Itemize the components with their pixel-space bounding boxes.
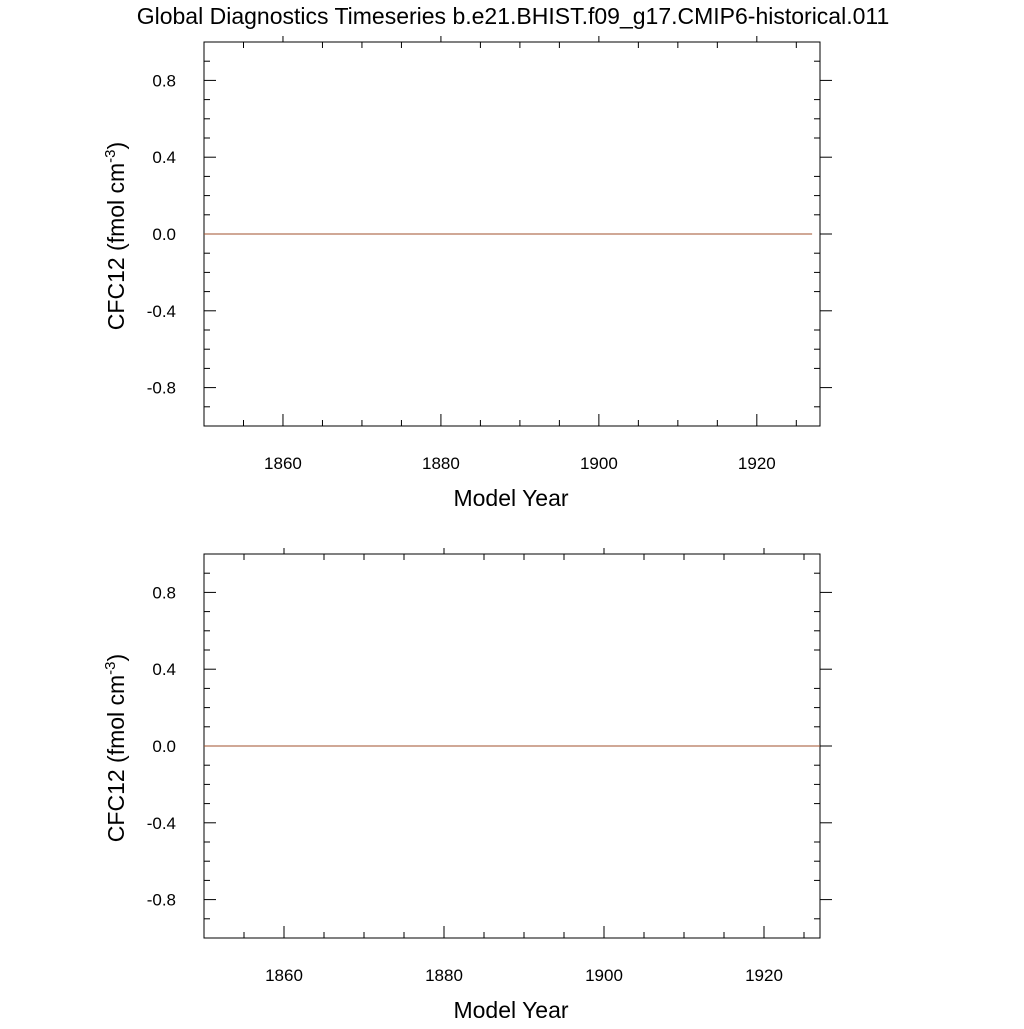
x-tick-label: 1860 <box>265 966 303 985</box>
x-tick-label: 1860 <box>264 454 302 473</box>
y-tick-label: -0.8 <box>147 891 176 910</box>
x-axis-label: Model Year <box>453 997 568 1023</box>
chart-title: Global Diagnostics Timeseries b.e21.BHIS… <box>137 3 890 29</box>
x-axis-label: Model Year <box>453 485 568 511</box>
x-tick-label: 1920 <box>738 454 776 473</box>
y-tick-label: -0.4 <box>147 302 176 321</box>
x-tick-label: 1920 <box>745 966 783 985</box>
y-axis-label-superscript: -3 <box>102 661 119 674</box>
chart-panel-1: 1860 1880 1900 1920 0.8 0.4 0.0 -0.4 -0.8 Model Y… <box>102 36 832 511</box>
y-tick-label: -0.8 <box>147 379 176 398</box>
x-tick-label: 1900 <box>580 454 618 473</box>
y-tick-label: 0.4 <box>152 148 176 167</box>
y-axis-label: CFC12 (fmol cm-3) <box>102 654 129 842</box>
x-tick-label: 1900 <box>585 966 623 985</box>
y-tick-label: 0.4 <box>152 660 176 679</box>
y-tick-label: 0.8 <box>152 583 176 602</box>
y-axis-label-close: ) <box>103 142 129 150</box>
y-axis-label: CFC12 (fmol cm-3) <box>102 142 129 330</box>
chart-panel-2: 1860 1880 1900 1920 0.8 0.4 0.0 -0.4 -0.8 Model Y… <box>102 548 832 1023</box>
y-axis-label-main: CFC12 (fmol cm <box>103 675 129 842</box>
y-tick-label: 0.0 <box>152 737 176 756</box>
y-tick-label: -0.4 <box>147 814 176 833</box>
x-tick-label: 1880 <box>425 966 463 985</box>
y-tick-label: 0.8 <box>152 71 176 90</box>
y-axis-label-superscript: -3 <box>102 149 119 162</box>
y-axis-label-main: CFC12 (fmol cm <box>103 163 129 330</box>
y-axis-label-close: ) <box>103 654 129 662</box>
x-tick-label: 1880 <box>422 454 460 473</box>
y-tick-label: 0.0 <box>152 225 176 244</box>
